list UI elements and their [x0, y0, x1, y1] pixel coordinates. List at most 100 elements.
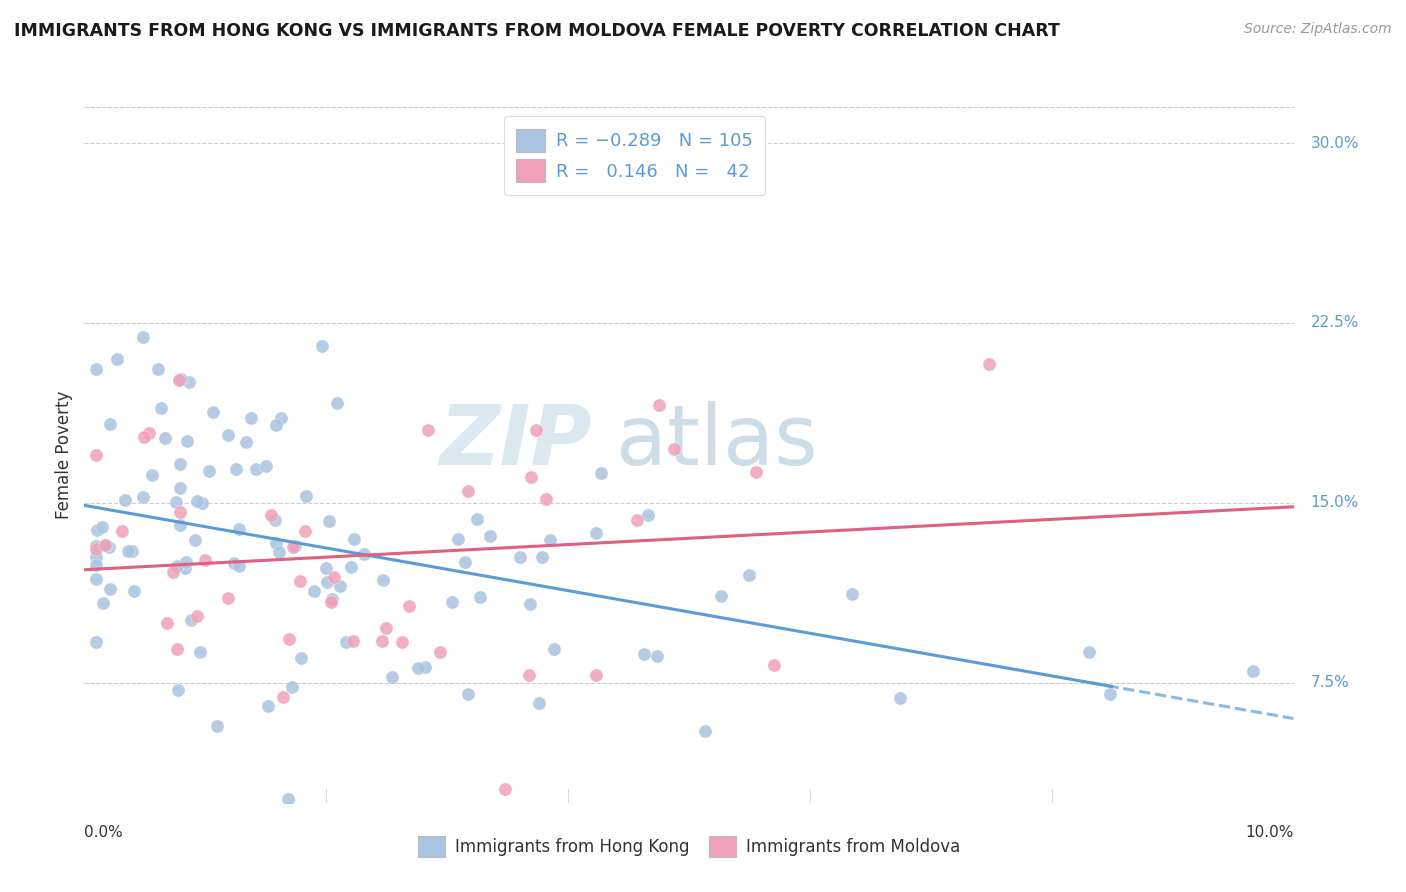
Point — [1077, 645, 1099, 659]
Point — [165, 495, 187, 509]
Point — [117, 544, 139, 558]
Point — [264, 417, 287, 432]
Point — [889, 691, 911, 706]
Point — [169, 457, 191, 471]
Point — [269, 545, 291, 559]
Point — [228, 558, 250, 573]
Point — [205, 719, 228, 733]
Point — [162, 565, 184, 579]
Point — [977, 357, 1000, 371]
Point — [284, 539, 307, 553]
Text: 22.5%: 22.5% — [1310, 316, 1358, 330]
Point — [86, 539, 108, 553]
Point — [626, 513, 648, 527]
Point — [91, 520, 114, 534]
Point — [342, 532, 364, 546]
Point — [457, 484, 479, 499]
Point — [315, 561, 337, 575]
Point — [295, 489, 318, 503]
Text: ZIP: ZIP — [440, 401, 592, 482]
Point — [391, 635, 413, 649]
Point — [543, 641, 565, 656]
Point — [188, 645, 211, 659]
Point — [271, 690, 294, 705]
Point — [340, 559, 363, 574]
Point — [166, 642, 188, 657]
Point — [86, 448, 108, 462]
Point — [1098, 687, 1121, 701]
Point — [519, 470, 541, 484]
Point — [662, 442, 685, 456]
Point — [841, 587, 863, 601]
Point — [278, 632, 301, 647]
Point — [138, 425, 160, 440]
Point — [222, 557, 245, 571]
Point — [319, 595, 342, 609]
Point — [371, 633, 394, 648]
Point — [169, 481, 191, 495]
Point — [245, 462, 267, 476]
Point — [156, 615, 179, 630]
Point — [264, 536, 287, 550]
Point — [217, 591, 239, 605]
Point — [191, 496, 214, 510]
Text: 15.0%: 15.0% — [1310, 495, 1358, 510]
Point — [429, 644, 451, 658]
Point — [91, 596, 114, 610]
Point — [457, 687, 479, 701]
Point — [738, 567, 761, 582]
Point — [519, 598, 541, 612]
Point — [174, 555, 197, 569]
Point — [529, 696, 551, 710]
Point — [585, 525, 607, 540]
Point — [239, 410, 262, 425]
Point — [1241, 664, 1264, 678]
Point — [132, 430, 155, 444]
Point — [180, 613, 202, 627]
Point — [167, 373, 190, 387]
Point — [257, 698, 280, 713]
Point — [353, 547, 375, 561]
Point — [121, 544, 143, 558]
Point — [302, 584, 325, 599]
Point — [141, 467, 163, 482]
Point — [509, 549, 531, 564]
Point — [406, 661, 429, 675]
Point — [105, 352, 128, 367]
Point — [260, 508, 283, 522]
Text: 0.0%: 0.0% — [84, 825, 124, 840]
Point — [114, 492, 136, 507]
Point — [132, 330, 155, 344]
Point — [645, 648, 668, 663]
Point — [264, 512, 287, 526]
Point — [398, 599, 420, 613]
Point — [335, 634, 357, 648]
Legend: Immigrants from Hong Kong, Immigrants from Moldova: Immigrants from Hong Kong, Immigrants fr… — [411, 830, 967, 864]
Point — [186, 494, 208, 508]
Point — [318, 514, 340, 528]
Point — [290, 650, 312, 665]
Point — [538, 533, 561, 547]
Point — [86, 549, 108, 564]
Point — [86, 362, 108, 376]
Point — [281, 680, 304, 694]
Point — [321, 592, 343, 607]
Point — [381, 670, 404, 684]
Point — [290, 574, 312, 589]
Point — [277, 791, 299, 805]
Point — [197, 464, 219, 478]
Point — [342, 634, 364, 648]
Text: 7.5%: 7.5% — [1310, 675, 1350, 690]
Point — [531, 550, 554, 565]
Point — [174, 561, 197, 575]
Point — [100, 417, 122, 432]
Text: IMMIGRANTS FROM HONG KONG VS IMMIGRANTS FROM MOLDOVA FEMALE POVERTY CORRELATION : IMMIGRANTS FROM HONG KONG VS IMMIGRANTS … — [14, 22, 1060, 40]
Y-axis label: Female Poverty: Female Poverty — [55, 391, 73, 519]
Point — [132, 490, 155, 504]
Point — [534, 491, 557, 506]
Point — [517, 668, 540, 682]
Point — [202, 405, 225, 419]
Point — [98, 582, 121, 597]
Point — [294, 524, 316, 538]
Point — [322, 570, 344, 584]
